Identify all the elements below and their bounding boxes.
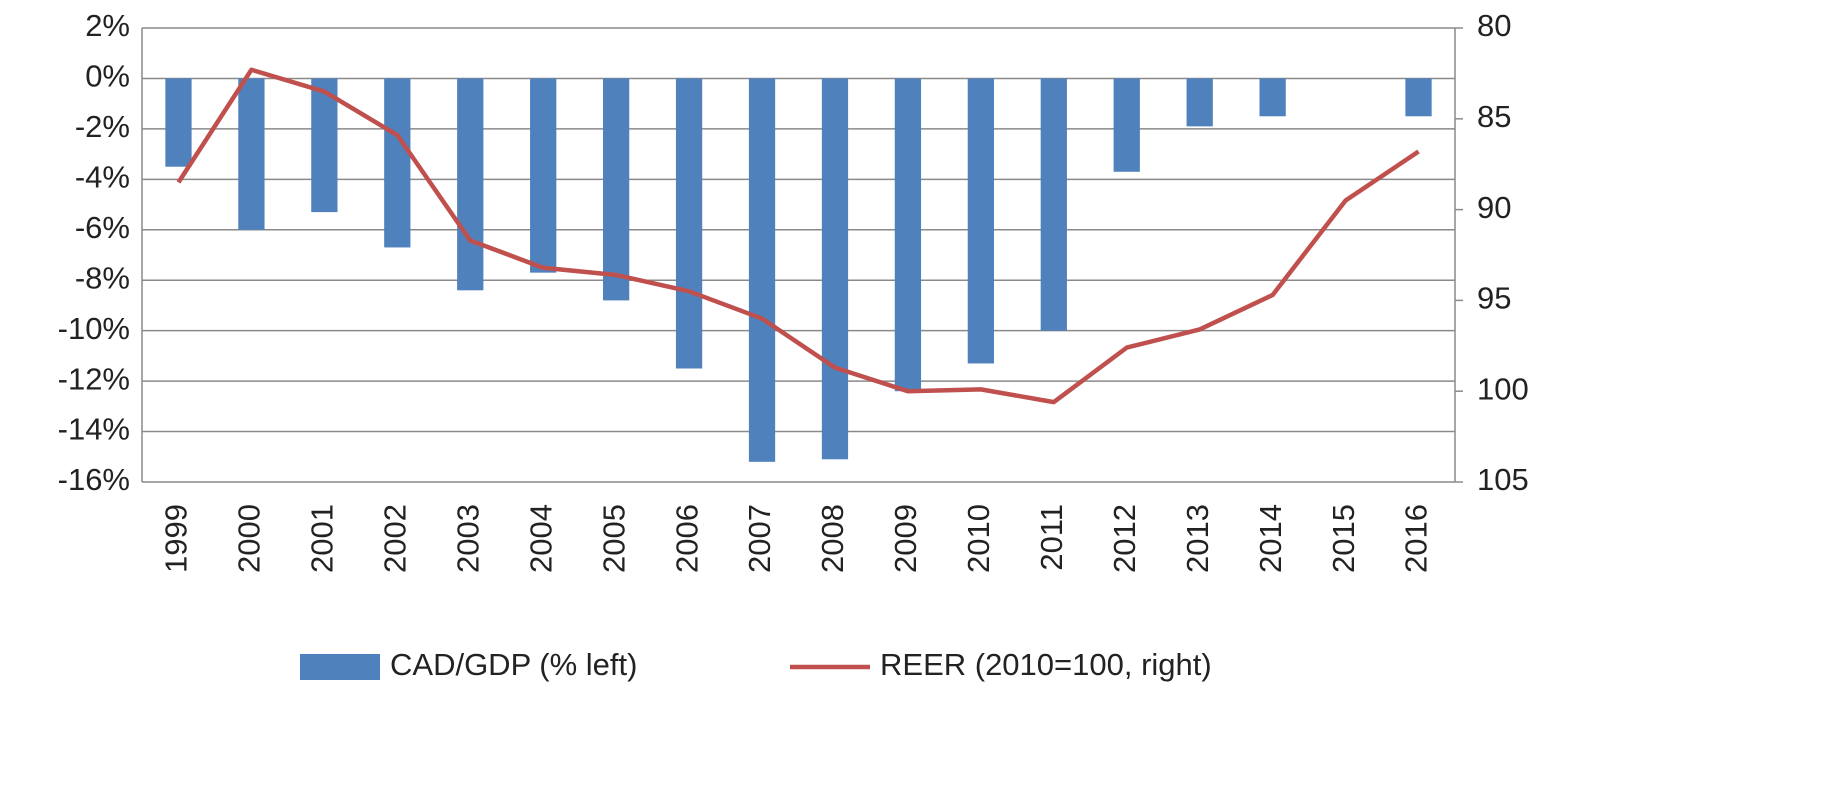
- y2-tick-label: 80: [1477, 8, 1511, 43]
- x-tick-label: 2016: [1399, 504, 1434, 573]
- y-tick-label: -10%: [58, 311, 130, 346]
- y2-tick-label: 95: [1477, 281, 1511, 316]
- bar: [311, 78, 338, 213]
- bar: [821, 78, 849, 460]
- x-tick-label: 2003: [450, 504, 485, 573]
- bar: [894, 78, 922, 392]
- bar: [384, 78, 411, 248]
- bar: [530, 78, 557, 273]
- x-tick-label: 2006: [669, 504, 704, 573]
- bar: [238, 78, 265, 230]
- y-tick-label: -4%: [75, 160, 130, 195]
- y-tick-label: -16%: [58, 462, 130, 497]
- x-tick-label: 2014: [1253, 504, 1288, 573]
- bar: [1259, 78, 1286, 117]
- y2-tick-label: 90: [1477, 190, 1511, 225]
- bar: [1186, 78, 1213, 127]
- y-tick-label: 0%: [85, 59, 130, 94]
- y-tick-label: -6%: [75, 210, 130, 245]
- bar: [603, 78, 630, 301]
- bar: [165, 78, 192, 167]
- x-tick-label: 2011: [1034, 504, 1069, 571]
- x-tick-label: 1999: [159, 504, 194, 573]
- y-tick-label: 2%: [85, 8, 130, 43]
- x-tick-label: 2004: [523, 504, 558, 573]
- y-tick-label: -14%: [58, 412, 130, 447]
- y2-tick-label: 85: [1477, 99, 1511, 134]
- y-tick-label: -2%: [75, 109, 130, 144]
- bar: [1405, 78, 1432, 117]
- legend-swatch: [300, 654, 380, 680]
- y-tick-label: -12%: [58, 361, 130, 396]
- y-tick-label: -8%: [75, 260, 130, 295]
- x-tick-label: 2013: [1180, 504, 1215, 573]
- bar: [457, 78, 484, 291]
- bar: [967, 78, 994, 364]
- legend-label: CAD/GDP (% left): [390, 647, 637, 682]
- line: [176, 67, 1420, 405]
- x-tick-label: 2001: [305, 504, 340, 573]
- bar: [1040, 78, 1067, 331]
- y2-tick-label: 105: [1477, 462, 1529, 497]
- y2-tick-label: 100: [1477, 371, 1529, 406]
- bar: [1113, 78, 1140, 172]
- x-tick-label: 2012: [1107, 504, 1142, 573]
- legend-label: REER (2010=100, right): [880, 647, 1212, 682]
- x-tick-label: 2015: [1326, 504, 1361, 573]
- x-tick-label: 2007: [742, 504, 777, 573]
- bar: [675, 78, 703, 369]
- x-tick-label: 2010: [961, 504, 996, 573]
- x-tick-label: 2000: [232, 504, 267, 573]
- x-tick-label: 2008: [815, 504, 850, 573]
- bar: [748, 78, 776, 462]
- x-tick-label: 2009: [888, 504, 923, 573]
- x-tick-label: 2005: [596, 504, 631, 573]
- x-tick-label: 2002: [377, 504, 412, 573]
